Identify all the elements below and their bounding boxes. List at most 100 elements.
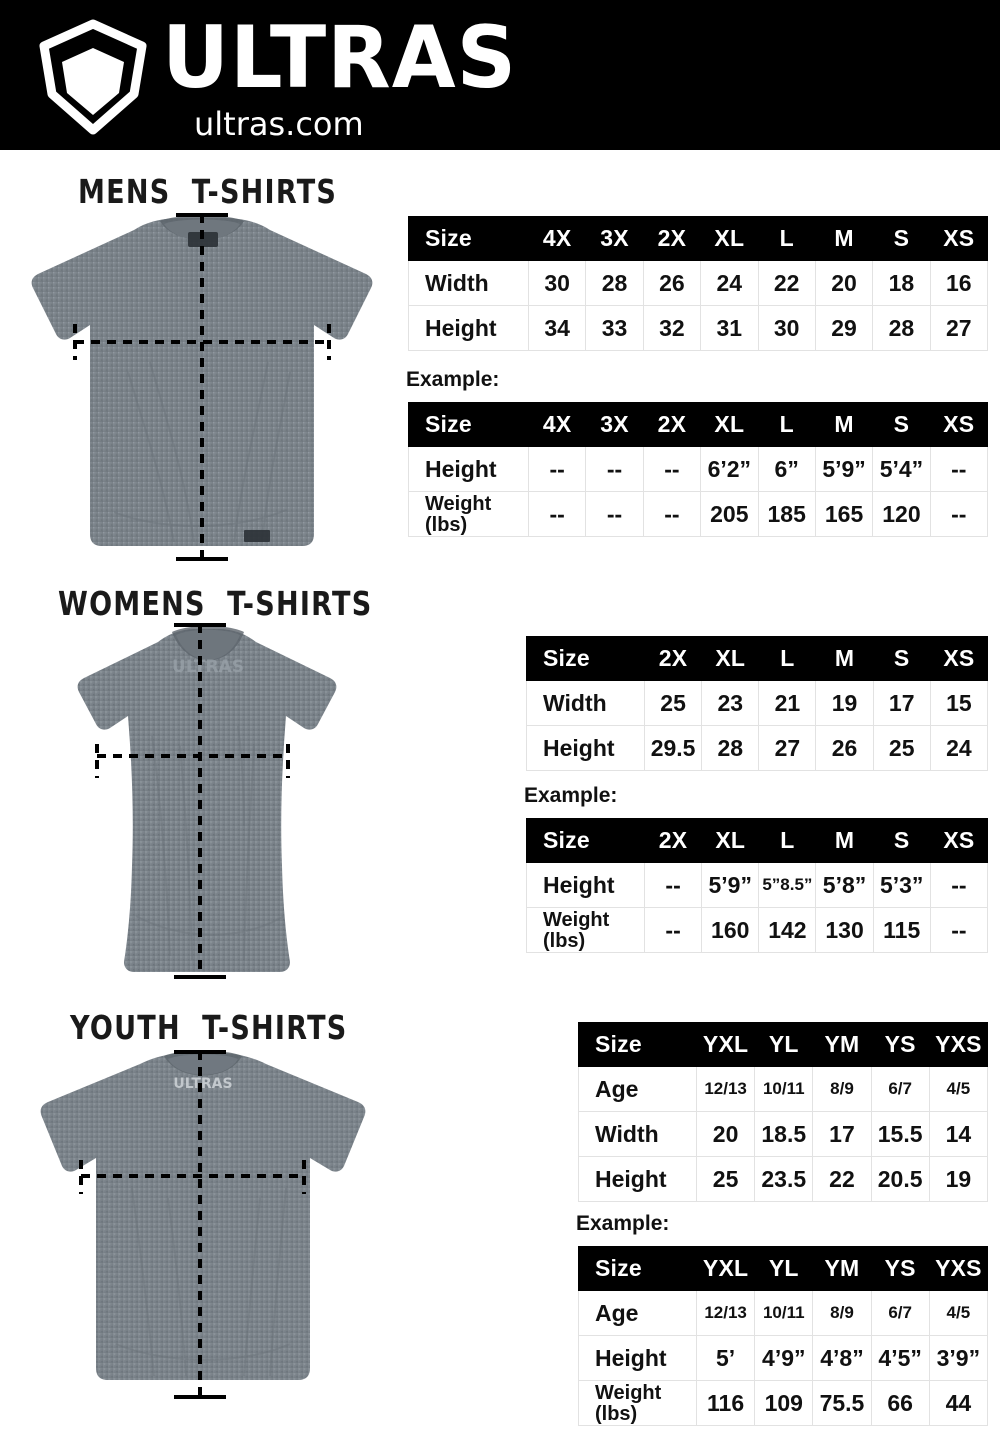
cell: 28 <box>872 305 931 351</box>
cell: -- <box>642 446 702 492</box>
cell: 29 <box>814 305 874 351</box>
cell: 5”8.5” <box>758 862 817 908</box>
col-header-xl: XL <box>700 402 759 447</box>
cell: 160 <box>701 907 760 953</box>
cell: -- <box>585 446 644 492</box>
cell: 29.5 <box>643 725 703 771</box>
cell: 5’8” <box>815 862 874 908</box>
brand-domain: ultras.com <box>194 105 364 143</box>
svg-text:ULTRAS: ULTRAS <box>173 1076 232 1092</box>
col-header-2x: 2X <box>642 216 702 261</box>
cell: 130 <box>815 907 874 953</box>
womens-tshirt-figure: ULTRAS <box>40 616 360 984</box>
cell: 5’3” <box>872 862 931 908</box>
cell: 22 <box>812 1156 872 1202</box>
cell: 6’2” <box>700 446 759 492</box>
table-row: Age 12/13 10/11 8/9 6/7 4/5 <box>578 1290 989 1336</box>
table-row: Weight (lbs) -- 160 142 130 115 -- <box>526 907 989 953</box>
cell: 4/5 <box>928 1066 989 1112</box>
cell: 17 <box>812 1111 872 1157</box>
cell: 120 <box>872 491 931 537</box>
col-header-size: Size <box>526 636 645 681</box>
cell: 8/9 <box>812 1066 872 1112</box>
cell: 24 <box>700 260 759 306</box>
example-label-mens: Example: <box>406 368 500 391</box>
example-label-womens: Example: <box>524 784 618 807</box>
col-header-xs: XS <box>929 636 989 681</box>
cell: 5’9” <box>814 446 874 492</box>
table-row: Age 12/13 10/11 8/9 6/7 4/5 <box>578 1066 989 1112</box>
cell: 4’5” <box>870 1335 930 1381</box>
cell: -- <box>929 446 989 492</box>
cell: 5’ <box>695 1335 756 1381</box>
col-header-l: L <box>758 818 817 863</box>
cell: 27 <box>758 725 817 771</box>
col-header-yl: YL <box>754 1022 814 1067</box>
col-header-ym: YM <box>812 1022 872 1067</box>
table-row: Width 20 18.5 17 15.5 14 <box>578 1111 989 1157</box>
brand-logo: ULTRAS ultras.com <box>34 10 534 142</box>
col-header-m: M <box>814 402 874 447</box>
cell: 10/11 <box>754 1290 814 1336</box>
cell: 19 <box>928 1156 989 1202</box>
row-label-width: Width <box>408 260 529 306</box>
cell: 27 <box>929 305 989 351</box>
col-header-xl: XL <box>700 216 759 261</box>
cell: 26 <box>815 725 874 771</box>
col-header-xs: XS <box>929 818 989 863</box>
cell: 21 <box>758 680 817 726</box>
cell: 6/7 <box>870 1066 930 1112</box>
col-header-ys: YS <box>870 1022 930 1067</box>
row-label-weight-main: Weight <box>543 908 610 931</box>
row-label-weight: Weight (lbs) <box>578 1380 697 1426</box>
col-header-m: M <box>815 636 874 681</box>
brand-header: ULTRAS ultras.com <box>0 0 1000 150</box>
svg-text:ULTRAS: ULTRAS <box>172 657 244 677</box>
cell: -- <box>642 491 702 537</box>
width-guide-line <box>95 744 290 778</box>
section-heading-youth: YOUTH T-SHIRTS <box>70 1008 348 1047</box>
cell: 75.5 <box>812 1380 872 1426</box>
table-row: Width 25 23 21 19 17 15 <box>526 680 989 726</box>
cell: 25 <box>643 680 703 726</box>
cell: 116 <box>695 1380 756 1426</box>
cell: 20 <box>814 260 874 306</box>
table-row: Height -- 5’9” 5”8.5” 5’8” 5’3” -- <box>526 862 989 908</box>
mens-size-table: Size 4X 3X 2X XL L M S XS Width 30 28 26… <box>408 216 989 351</box>
row-label-weight-main: Weight <box>595 1381 662 1404</box>
table-row: Height 25 23.5 22 20.5 19 <box>578 1156 989 1202</box>
cell: 20.5 <box>870 1156 930 1202</box>
cell: 44 <box>928 1380 989 1426</box>
table-row: Height -- -- -- 6’2” 6” 5’9” 5’4” -- <box>408 446 989 492</box>
womens-size-table: Size 2X XL L M S XS Width 25 23 21 19 17… <box>526 636 989 771</box>
cell: 32 <box>642 305 702 351</box>
cell: 15 <box>929 680 989 726</box>
row-label-weight-main: Weight <box>425 492 492 515</box>
cell: 205 <box>700 491 759 537</box>
cell: -- <box>527 446 587 492</box>
cell: 18 <box>872 260 931 306</box>
table-header-row: Size YXL YL YM YS YXS <box>578 1246 989 1291</box>
table-row: Width 30 28 26 24 22 20 18 16 <box>408 260 989 306</box>
col-header-size: Size <box>578 1022 697 1067</box>
cell: 26 <box>642 260 702 306</box>
example-label-youth: Example: <box>576 1212 670 1235</box>
cell: 15.5 <box>870 1111 930 1157</box>
col-header-size: Size <box>578 1246 697 1291</box>
cell: -- <box>929 491 989 537</box>
row-label-weight: Weight (lbs) <box>526 907 645 953</box>
col-header-2x: 2X <box>642 402 702 447</box>
cell: 66 <box>870 1380 930 1426</box>
cell: 6/7 <box>870 1290 930 1336</box>
col-header-4x: 4X <box>527 216 587 261</box>
cell: 30 <box>757 305 816 351</box>
cell: 19 <box>815 680 874 726</box>
col-header-2x: 2X <box>643 636 703 681</box>
row-label-weight-unit: (lbs) <box>595 1402 638 1425</box>
cell: 31 <box>700 305 759 351</box>
col-header-ys: YS <box>870 1246 930 1291</box>
cell: 12/13 <box>695 1290 756 1336</box>
table-header-row: Size YXL YL YM YS YXS <box>578 1022 989 1067</box>
col-header-yl: YL <box>754 1246 814 1291</box>
